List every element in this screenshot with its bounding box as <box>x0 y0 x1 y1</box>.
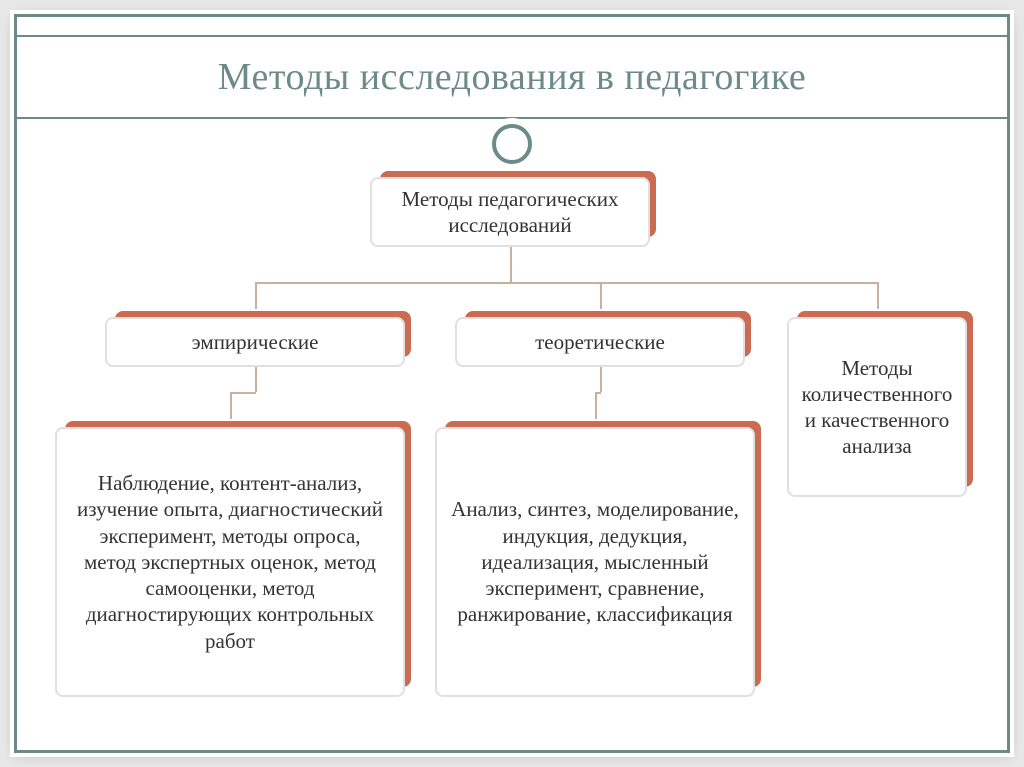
accent-circle-icon <box>492 124 532 164</box>
node-label: Методы педагогических исследований <box>370 177 650 247</box>
node-label: теоретические <box>455 317 745 367</box>
connector <box>255 367 257 392</box>
node-label: эмпирические <box>105 317 405 367</box>
connector <box>255 282 877 284</box>
node-label: Методы количественного и качественного а… <box>787 317 967 497</box>
node-root: Методы педагогических исследований <box>370 177 650 247</box>
node-theoretical-details: Анализ, синтез, моделирование, индукция,… <box>435 427 755 697</box>
connector <box>230 392 256 394</box>
node-methods-analysis: Методы количественного и качественного а… <box>787 317 967 497</box>
node-empirical-details: Наблюдение, контент-анализ, изучение опы… <box>55 427 405 697</box>
node-empirical: эмпирические <box>105 317 405 367</box>
slide-frame: Методы исследования в педагогике Методы … <box>14 14 1010 753</box>
node-label: Наблюдение, контент-анализ, изучение опы… <box>55 427 405 697</box>
diagram-canvas: Методы педагогических исследований эмпир… <box>17 167 1007 750</box>
node-label: Анализ, синтез, моделирование, индукция,… <box>435 427 755 697</box>
connector <box>510 247 512 282</box>
page-title: Методы исследования в педагогике <box>17 55 1007 99</box>
title-band: Методы исследования в педагогике <box>17 35 1007 119</box>
node-theoretical: теоретические <box>455 317 745 367</box>
connector <box>600 367 602 392</box>
